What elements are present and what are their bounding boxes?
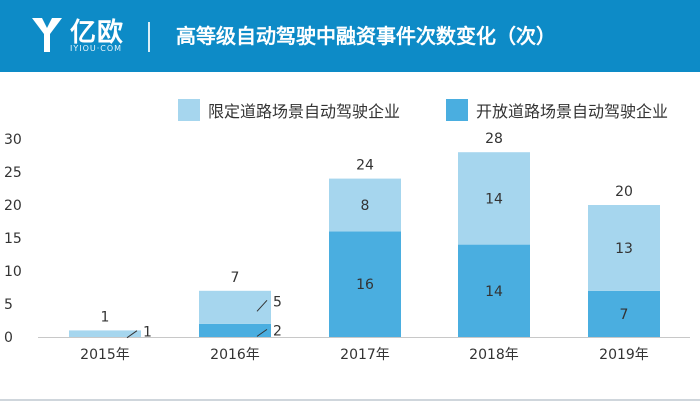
bar-label-open: 7 [620, 307, 629, 323]
x-tick-label: 2018年 [469, 347, 519, 363]
y-tick-label: 25 [4, 165, 22, 181]
x-tick-label: 2019年 [599, 347, 649, 363]
bar-segment-limited [329, 178, 401, 232]
legend-label-limited: 限定道路场景自动驾驶企业 [208, 102, 401, 121]
bar-segment-open [458, 244, 530, 337]
legend-item-limited: 限定道路场景自动驾驶企业 [178, 98, 400, 122]
bar-segment-limited [69, 330, 141, 337]
bar-segment-open [329, 231, 401, 337]
footer-line [0, 399, 700, 401]
y-tick-label: 0 [4, 330, 13, 346]
y-tick-label: 5 [4, 297, 13, 313]
bar-label-limited: 1 [143, 325, 152, 341]
stacked-bar-chart: 0 5 10 15 20 25 30 1 1 2015年 5 2 7 2016年 16 8 24 2017年 14 1… [4, 131, 690, 363]
y-tick-label: 30 [4, 132, 22, 148]
legend-swatch-open [446, 99, 468, 121]
header-banner: 亿欧 IYIOU·COM 高等级自动驾驶中融资事件次数变化（次） [0, 0, 700, 72]
bar-total-label: 20 [615, 184, 633, 200]
legend-item-open: 开放道路场景自动驾驶企业 [446, 98, 668, 122]
bar-total-label: 24 [356, 158, 374, 174]
header-divider [148, 22, 150, 52]
logo-text: 亿欧 [70, 18, 125, 48]
logo-icon [32, 18, 62, 52]
leader-line-limited [256, 299, 268, 312]
bar-label-limited: 5 [273, 294, 282, 310]
bar-label-limited: 14 [485, 191, 503, 207]
bar-total-label: 1 [101, 309, 110, 325]
bar-label-open: 16 [356, 277, 374, 293]
leader-line-limited [126, 330, 138, 339]
bar-segment-limited [458, 152, 530, 245]
x-tick-label: 2016年 [210, 347, 260, 363]
bar-segment-limited [588, 205, 660, 291]
logo-subtext: IYIOU·COM [70, 44, 123, 53]
legend-swatch-limited [178, 99, 200, 121]
bar-segment-open [199, 323, 271, 337]
legend-label-open: 开放道路场景自动驾驶企业 [476, 102, 669, 121]
bar-total-label: 7 [231, 270, 240, 286]
bar-label-open: 2 [273, 323, 282, 339]
bar-label-limited: 13 [615, 241, 633, 257]
x-tick-label: 2017年 [340, 347, 390, 363]
bar-segment-limited [199, 290, 271, 324]
leader-line-open [256, 328, 268, 337]
bar-label-limited: 8 [361, 198, 370, 214]
bar-segment-open [588, 290, 660, 337]
bar-label-open: 14 [485, 284, 503, 300]
bar-total-label: 28 [485, 131, 503, 147]
x-tick-label: 2015年 [80, 347, 130, 363]
y-tick-label: 20 [4, 198, 22, 214]
page-title: 高等级自动驾驶中融资事件次数变化（次） [176, 24, 556, 48]
y-tick-label: 10 [4, 264, 22, 280]
y-tick-label: 15 [4, 231, 22, 247]
